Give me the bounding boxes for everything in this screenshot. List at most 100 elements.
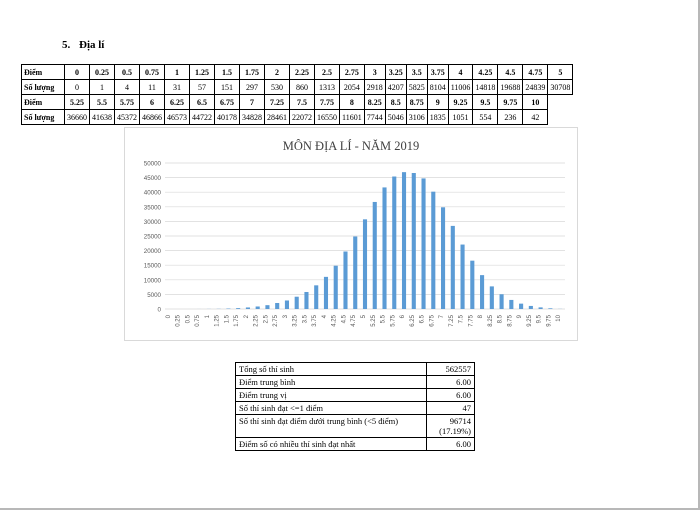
bar: [470, 260, 475, 309]
stat-label: Điểm số có nhiều thí sinh đạt nhất: [235, 437, 427, 451]
x-tick-label: 3.5: [302, 314, 308, 323]
x-tick-label: 1.25: [215, 314, 221, 326]
x-tick-label: 5: [361, 314, 367, 318]
count-cell: 45372: [114, 109, 140, 125]
y-tick-label: 30000: [144, 219, 162, 226]
count-cell: 151: [214, 79, 240, 95]
bar: [509, 299, 514, 309]
y-tick-label: 5000: [147, 292, 161, 299]
score-cell: 0: [64, 64, 90, 80]
bar: [441, 207, 446, 309]
score-cell: 7.25: [264, 94, 290, 110]
bar: [265, 305, 270, 309]
bar: [255, 306, 260, 309]
count-cell: 57: [189, 79, 215, 95]
bar: [548, 308, 553, 309]
x-tick-label: 2.75: [273, 314, 279, 326]
count-cell: 42: [522, 109, 549, 125]
section-title: Địa lí: [79, 39, 105, 51]
y-tick-label: 0: [158, 307, 162, 314]
count-cell: 28461: [264, 109, 290, 125]
stats-row: Điểm trung vị 6.00: [235, 388, 475, 402]
stat-value-main: 562557: [445, 364, 472, 374]
x-tick-label: 6.75: [429, 314, 435, 326]
bar: [314, 285, 319, 309]
table-row: Điểm 0 0.25 0.5 0.75 1 1.25 1.5 1.75 2 2.25 2.5 2.7…: [21, 64, 574, 80]
score-cell: 8: [339, 94, 365, 110]
count-cell: 236: [497, 109, 524, 125]
stats-row: Điểm trung bình 6.00: [235, 375, 475, 389]
chart-canvas: MÔN ĐỊA LÍ - NĂM 2019 0 5000 10000 15000 2000…: [144, 139, 565, 327]
score-cell: 0.25: [89, 64, 115, 80]
count-cell: 4207: [384, 79, 407, 95]
score-cell: 5: [547, 64, 574, 80]
count-cell: 24839: [522, 79, 549, 95]
x-tick-label: 6: [400, 314, 406, 318]
score-cell: 3.75: [426, 64, 449, 80]
x-tick-label: 5.25: [371, 314, 377, 326]
bar: [421, 178, 426, 309]
count-cell: 1051: [447, 109, 474, 125]
count-cell: 8104: [426, 79, 449, 95]
x-tick-label: 5.75: [390, 314, 396, 326]
x-tick-label: 4.75: [351, 314, 357, 326]
score-cell: 1.5: [214, 64, 240, 80]
x-tick-label: 7: [439, 314, 445, 318]
score-cell: 4.5: [497, 64, 524, 80]
bar: [333, 265, 338, 309]
y-tick-label: 50000: [144, 161, 162, 168]
count-cell: 40178: [214, 109, 240, 125]
count-cell: 30708: [547, 79, 574, 95]
score-cell: 8.5: [384, 94, 407, 110]
count-cell: 19688: [497, 79, 524, 95]
score-cell: 7.75: [314, 94, 340, 110]
stat-value: 562557: [426, 362, 475, 376]
bar: [431, 191, 436, 309]
bar: [528, 305, 533, 309]
stat-value-percent: (17.19%): [439, 426, 471, 436]
stat-label: Số thí sinh đạt điểm dưới trung bình (<5…: [235, 414, 427, 438]
bar: [538, 307, 543, 309]
bar: [480, 275, 485, 309]
bar: [372, 201, 377, 309]
count-cell: 2054: [339, 79, 365, 95]
score-cell: 7: [239, 94, 265, 110]
bar: [450, 225, 455, 309]
count-cell: 34828: [239, 109, 265, 125]
x-tick-label: 7.25: [449, 314, 455, 326]
stat-value: 6.00: [426, 437, 475, 451]
score-cell: 4: [447, 64, 474, 80]
count-cell: 11: [139, 79, 165, 95]
count-cell: 1313: [314, 79, 340, 95]
score-distribution-table: Điểm 0 0.25 0.5 0.75 1 1.25 1.5 1.75 2 2.25 2.5 2.7…: [21, 64, 574, 125]
bar: [294, 296, 299, 309]
count-cell: 860: [289, 79, 315, 95]
count-cell: 530: [264, 79, 290, 95]
count-cell: 1: [89, 79, 115, 95]
row-label: Điểm: [21, 64, 65, 80]
bar: [343, 251, 348, 309]
score-cell: 9: [426, 94, 449, 110]
x-tick-label: 1: [205, 314, 211, 318]
count-cell: 14818: [472, 79, 499, 95]
bar: [245, 307, 250, 309]
count-cell: 4: [114, 79, 140, 95]
score-cell: 4.25: [472, 64, 499, 80]
bar: [304, 291, 309, 309]
score-cell: 3: [363, 64, 386, 80]
score-cell: 8.25: [363, 94, 386, 110]
bar: [499, 294, 504, 309]
x-tick-label: 9: [517, 314, 523, 318]
score-cell: 7.5: [289, 94, 315, 110]
x-tick-label: 0.5: [185, 314, 191, 323]
score-cell: 4.75: [522, 64, 549, 80]
bar: [284, 300, 289, 309]
x-tick-label: 0.25: [176, 314, 182, 326]
x-tick-label: 8: [478, 314, 484, 318]
row-label: Số lượng: [21, 79, 65, 95]
bar: [392, 176, 397, 309]
stat-value: 6.00: [426, 388, 475, 402]
x-tick-label: 0: [166, 314, 172, 318]
stat-value: 47: [426, 401, 475, 415]
